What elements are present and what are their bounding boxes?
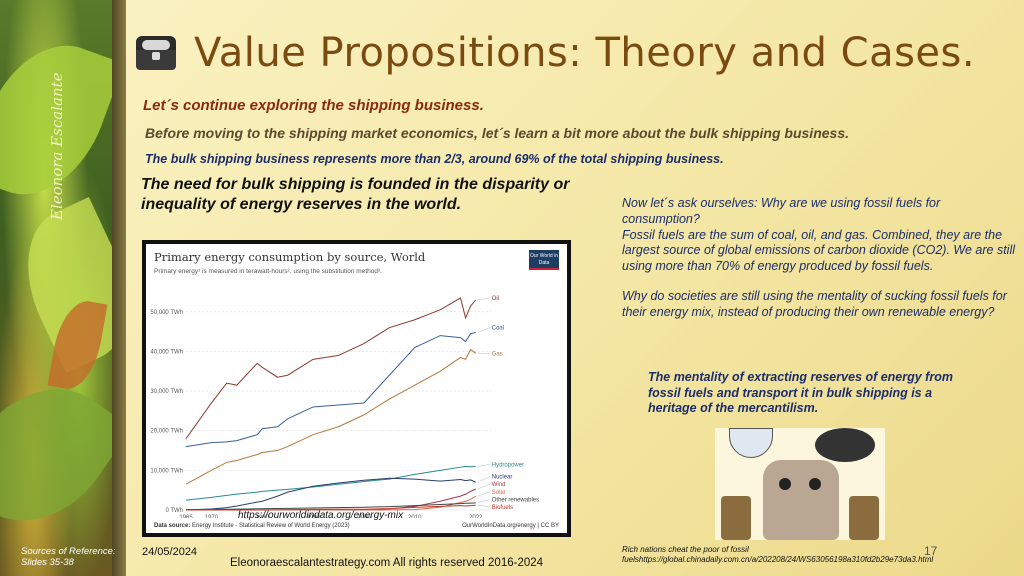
slide-date: 24/05/2024 xyxy=(142,546,198,558)
series-label: Gas xyxy=(492,351,503,357)
series-label: Biofuels xyxy=(492,505,513,511)
series-line-coal xyxy=(185,331,476,448)
owid-logo: Our World in Data xyxy=(529,250,559,270)
title-row: Value Propositions: Theory and Cases. xyxy=(134,30,975,76)
stat-line: The bulk shipping business represents mo… xyxy=(145,152,724,166)
series-line-oil xyxy=(185,297,477,439)
series-label: Coal xyxy=(492,326,504,332)
oil-barrel-icon xyxy=(849,496,879,540)
energy-chart: Primary energy consumption by source, Wo… xyxy=(142,240,571,537)
owid-link[interactable]: OurWorldInData.org/energy | CC BY xyxy=(462,523,559,529)
key-statement: The need for bulk shipping is founded in… xyxy=(141,176,570,213)
fossil-fuel-paragraph: Now let´s ask ourselves: Why are we usin… xyxy=(622,196,1015,273)
y-tick-label: 10,000 TWh xyxy=(150,468,183,474)
fossil-fuel-cartoon xyxy=(715,428,885,540)
image-caption: Rich nations cheat the poor of fossil fu… xyxy=(622,545,934,564)
legend-leader xyxy=(477,499,490,504)
chart-subtitle: Primary energy¹ is measured in terawatt-… xyxy=(154,268,382,275)
x-tick-label: 1990 xyxy=(306,515,320,518)
series-label: Other renewables xyxy=(492,497,539,503)
y-tick-label: 50,000 TWh xyxy=(150,310,183,316)
series-line-biofuels xyxy=(186,504,476,511)
x-tick-label: 2022 xyxy=(469,515,483,518)
legend-leader xyxy=(477,297,490,301)
page-title: Value Propositions: Theory and Cases. xyxy=(194,30,976,76)
treasure-chest-icon xyxy=(134,34,178,72)
data-source-label: Data source: xyxy=(154,523,191,529)
x-tick-label: 2000 xyxy=(357,515,371,518)
leaf-shape xyxy=(0,359,112,551)
series-label: Oil xyxy=(492,296,499,302)
series-label: Solar xyxy=(492,490,506,496)
robot-figure xyxy=(763,460,839,540)
decorative-leaf-strip: Eleonora Escalante xyxy=(0,0,112,576)
globe-icon xyxy=(729,428,773,458)
context-line: Before moving to the shipping market eco… xyxy=(145,125,849,141)
x-tick-label: 1970 xyxy=(205,515,219,518)
mercantilism-statement: The mentality of extracting reserves of … xyxy=(648,370,953,416)
chart-title: Primary energy consumption by source, Wo… xyxy=(154,250,426,264)
legend-leader xyxy=(477,476,490,483)
legend-leader xyxy=(477,504,490,508)
author-signature: Eleonora Escalante xyxy=(48,72,66,220)
slide-number: 17 xyxy=(924,544,938,558)
footer-copyright: Eleonoraescalantestrategy.com All rights… xyxy=(230,557,544,569)
legend-leader xyxy=(477,464,490,467)
y-tick-label: 0 TWh xyxy=(165,508,183,514)
intro-line: Let´s continue exploring the shipping bu… xyxy=(143,97,484,114)
data-source-text: Energy Institute - Statistical Review of… xyxy=(192,523,350,529)
series-label: Wind xyxy=(492,482,506,488)
y-tick-label: 20,000 TWh xyxy=(150,429,183,435)
sources-of-reference: Sources of Reference: Slides 35-38 xyxy=(21,546,116,569)
series-line-gas xyxy=(185,348,477,485)
question-paragraph: Why do societies are still using the men… xyxy=(622,288,1007,319)
series-label: Nuclear xyxy=(492,475,513,481)
legend-leader xyxy=(477,491,490,497)
smoke-cloud xyxy=(815,428,875,462)
y-tick-label: 30,000 TWh xyxy=(150,389,183,395)
y-tick-label: 40,000 TWh xyxy=(150,349,183,355)
data-source: Data source: Energy Institute - Statisti… xyxy=(154,523,350,529)
x-tick-label: 1965 xyxy=(179,515,193,518)
right-text-block: Now let´s ask ourselves: Why are we usin… xyxy=(622,196,1017,334)
chart-plot: 0 TWh 10,000 TWh 20,000 TWh 30,000 TWh 40,00… xyxy=(150,296,539,518)
x-tick-label: 1980 xyxy=(256,515,270,518)
series-line-nuclear xyxy=(185,477,476,511)
series-line-hydropower xyxy=(185,465,476,501)
series-label: Hydropower xyxy=(492,462,524,468)
legend-leader xyxy=(477,484,490,490)
legend-leader xyxy=(477,327,490,333)
chart-url-overlay[interactable]: https://ourworldindata.org/energy-mix xyxy=(238,510,404,521)
oil-barrel-icon xyxy=(721,496,751,540)
x-tick-label: 2010 xyxy=(408,515,422,518)
vertical-divider xyxy=(112,0,126,576)
series-line-other-renewables xyxy=(185,502,476,511)
